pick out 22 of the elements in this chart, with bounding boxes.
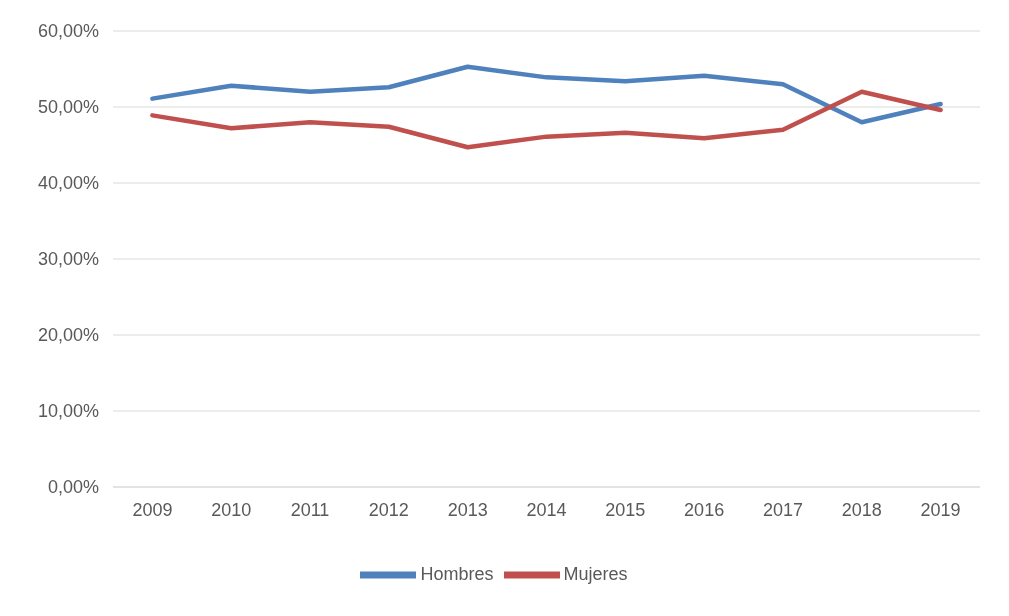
legend-label: Hombres	[420, 563, 494, 584]
line-series	[150, 64, 943, 125]
x-tick-label: 2009	[132, 499, 173, 520]
x-tick-label: 2012	[368, 499, 409, 520]
y-tick-label: 30,00%	[37, 249, 99, 270]
x-tick-label: 2018	[841, 499, 882, 520]
x-tick-label: 2019	[920, 499, 961, 520]
line-series	[150, 89, 943, 150]
y-tick-label: 60,00%	[37, 21, 99, 42]
x-tick-label: 2014	[526, 499, 567, 520]
y-tick-label: 10,00%	[37, 401, 99, 422]
x-tick-label: 2015	[605, 499, 646, 520]
legend-label: Mujeres	[563, 563, 628, 584]
x-tick-label: 2013	[447, 499, 488, 520]
x-tick-label: 2017	[762, 499, 803, 520]
x-tick-label: 2016	[684, 499, 725, 520]
y-tick-label: 40,00%	[37, 173, 99, 194]
y-tick-label: 50,00%	[37, 97, 99, 118]
y-tick-label: 0,00%	[47, 477, 99, 498]
x-tick-label: 2011	[290, 499, 330, 520]
y-tick-label: 20,00%	[37, 325, 99, 346]
x-tick-label: 2010	[211, 499, 252, 520]
